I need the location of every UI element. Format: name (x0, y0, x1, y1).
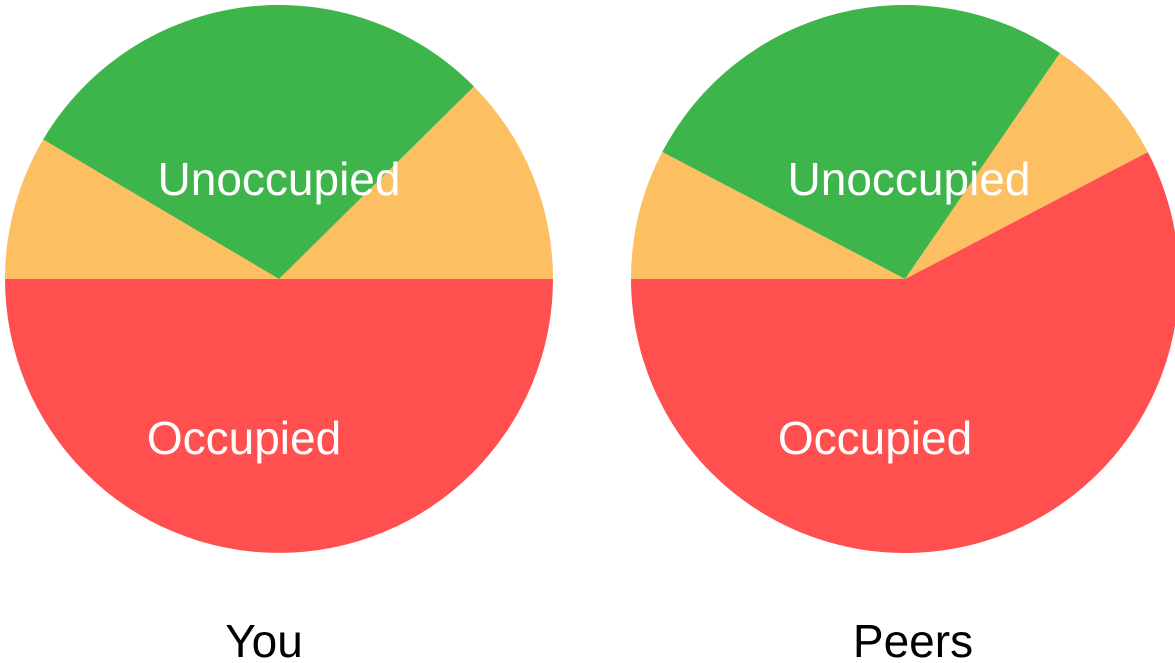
pie-you-label-occupied: Occupied (147, 412, 341, 464)
pie-you-slice-1 (279, 86, 554, 279)
pie-peers-caption: Peers (853, 615, 973, 663)
pie-peers-slice-3 (631, 151, 905, 279)
pie-peers: Unoccupied Occupied Peers (631, 5, 1175, 663)
pie-peers-slice-1 (905, 53, 1148, 279)
pie-you: Unoccupied Occupied You (5, 4, 554, 663)
pie-peers-label-unoccupied: Unoccupied (788, 153, 1031, 205)
pie-you-label-unoccupied: Unoccupied (158, 153, 401, 205)
pie-you-caption: You (225, 615, 303, 663)
pie-peers-slice-2 (662, 5, 1060, 280)
pie-peers-slice-0 (631, 151, 1175, 553)
pie-you-slice-3 (5, 139, 279, 279)
pie-you-slice-2 (43, 4, 474, 279)
pie-you-slice-0 (5, 279, 553, 553)
pie-peers-label-occupied: Occupied (778, 412, 972, 464)
